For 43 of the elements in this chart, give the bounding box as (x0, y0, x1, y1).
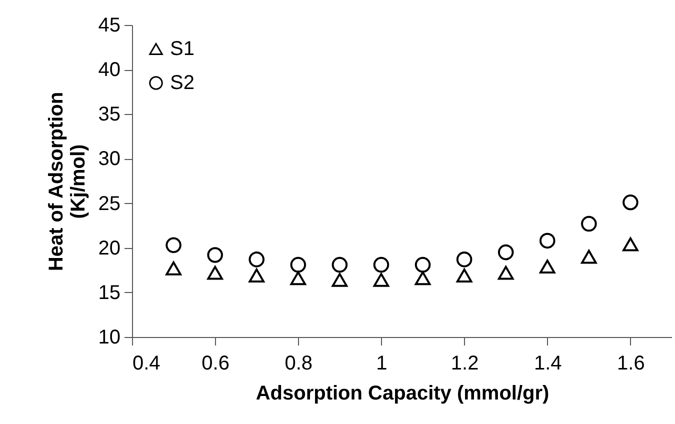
y-tick-label: 10 (98, 326, 120, 348)
point (581, 216, 597, 232)
x-tick-label: 1.4 (534, 352, 562, 374)
point (498, 266, 514, 280)
point (207, 247, 223, 263)
point (414, 256, 431, 273)
point (456, 268, 472, 282)
point (373, 256, 390, 273)
legend-label: S1 (170, 38, 194, 60)
x-tick-label: 0.6 (202, 352, 230, 374)
x-tick-label: 1 (376, 352, 388, 374)
point (581, 250, 597, 264)
point (456, 252, 472, 268)
x-tick-label: 1.2 (450, 352, 479, 374)
y-tick-label: 30 (98, 148, 120, 170)
point (622, 194, 638, 210)
x-tick-label: 0.8 (284, 352, 313, 374)
point (373, 272, 390, 287)
point (539, 232, 556, 249)
point (207, 266, 223, 280)
y-tick-label: 35 (98, 104, 120, 126)
y-tick-label: 20 (98, 237, 120, 260)
point (332, 256, 348, 273)
y-tick-label: 45 (98, 14, 120, 36)
point (539, 260, 556, 274)
y-tick-label: 40 (98, 59, 120, 82)
point (166, 237, 182, 254)
legend-label: S2 (170, 72, 194, 94)
point (332, 272, 348, 287)
point (290, 256, 306, 273)
point (498, 244, 514, 260)
point (248, 268, 265, 282)
point (248, 252, 265, 268)
x-tick-label: 1.6 (617, 352, 645, 374)
point (414, 271, 431, 286)
point (622, 237, 638, 252)
point (166, 261, 182, 276)
point (290, 271, 306, 286)
y-tick-label: 25 (98, 192, 120, 215)
y-tick-label: 15 (98, 282, 120, 304)
y-axis-title: Heat of Adsorption (Kj/mol) (45, 92, 90, 272)
x-tick-label: 0.4 (132, 352, 160, 374)
x-axis-title: Adsorption Capacity (mmol/gr) (256, 382, 550, 404)
